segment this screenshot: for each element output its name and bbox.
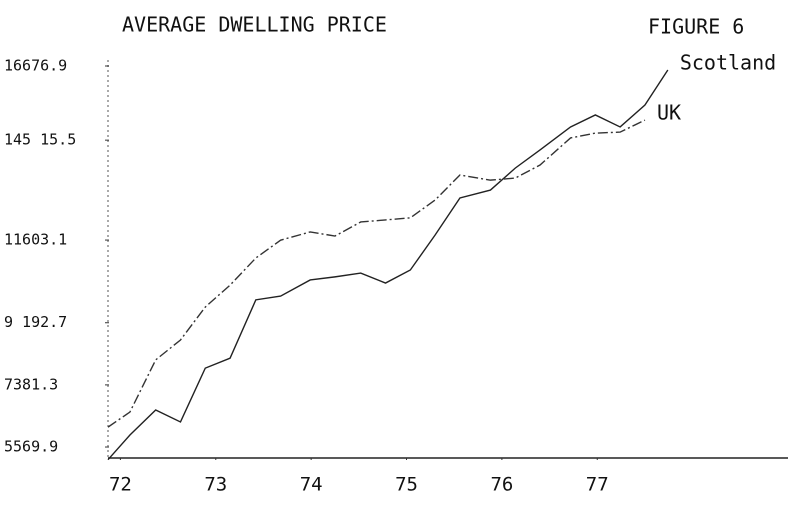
y-tick-label: 16676.9	[4, 57, 67, 75]
x-tick-label: 73	[204, 474, 227, 496]
y-tick-label: 11603.1	[4, 231, 67, 249]
series-label: Scotland	[680, 51, 776, 75]
y-tick-label: 7381.3	[4, 375, 58, 393]
x-tick-label: 72	[109, 474, 132, 496]
figure-label: FIGURE 6	[648, 15, 744, 39]
series-line	[107, 69, 669, 461]
y-tick-label: 145 15.5	[4, 131, 76, 149]
chart-title: AVERAGE DWELLING PRICE	[122, 13, 387, 37]
series-label: UK	[657, 101, 681, 125]
series-line	[107, 119, 646, 428]
x-tick-label: 76	[490, 474, 513, 496]
y-tick-label: 5569.9	[4, 438, 58, 456]
x-tick-label: 74	[300, 474, 323, 496]
y-tick-label: 9 192.7	[4, 313, 67, 331]
x-tick-label: 75	[395, 474, 418, 496]
x-tick-label: 77	[586, 474, 609, 496]
